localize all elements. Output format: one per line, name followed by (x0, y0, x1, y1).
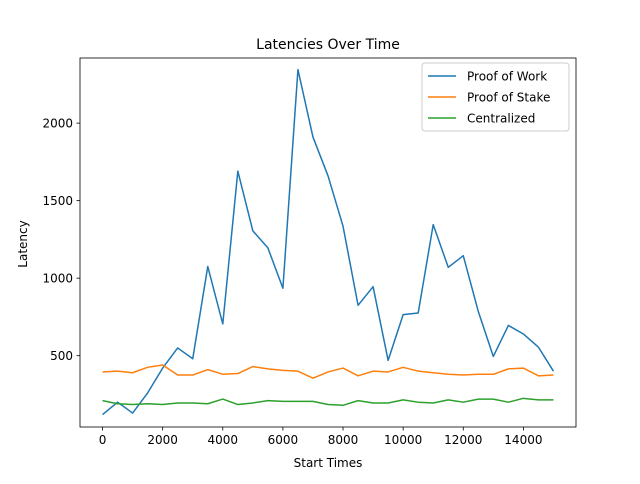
y-tick-label: 1500 (42, 194, 73, 208)
chart-title: Latencies Over Time (256, 37, 400, 53)
x-axis-label: Start Times (294, 456, 363, 470)
x-tick-label: 8000 (328, 433, 359, 447)
series-lines (102, 68, 555, 416)
legend-box (421, 62, 570, 132)
x-tick-label: 4000 (208, 433, 239, 447)
x-tick-label: 10000 (384, 433, 422, 447)
series-line-1 (102, 364, 554, 379)
series-line-2 (102, 397, 554, 407)
legend: Proof of Work Proof of Stake Centralized (421, 62, 570, 132)
y-tick-label: 2000 (42, 117, 73, 131)
plot-frame (79, 57, 577, 428)
x-tick-label: 12000 (444, 433, 482, 447)
y-axis-label: Latency (16, 220, 30, 267)
y-tick-label: 1000 (42, 272, 73, 286)
x-tick-label: 0 (99, 433, 107, 447)
x-tick-label: 2000 (147, 433, 178, 447)
series-line-0 (102, 68, 555, 416)
x-tick-label: 6000 (268, 433, 299, 447)
legend-label: Proof of Work (467, 70, 547, 84)
legend-label: Centralized (467, 112, 535, 126)
legend-label: Proof of Stake (467, 91, 550, 105)
axes: 0 2000 4000 6000 8000 10000 12000 14000 500 1000 1… (42, 57, 577, 447)
x-tick-label: 14000 (504, 433, 542, 447)
y-tick-label: 500 (50, 349, 73, 363)
